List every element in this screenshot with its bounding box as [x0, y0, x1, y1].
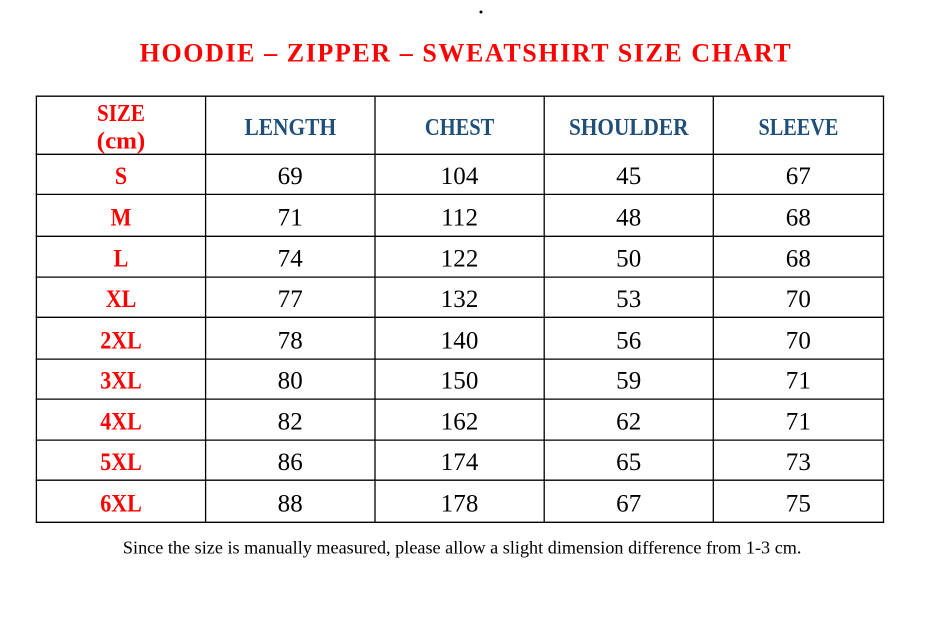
svg-text:71: 71 — [786, 408, 811, 435]
svg-text:67: 67 — [786, 163, 811, 190]
svg-text:CHEST: CHEST — [425, 114, 494, 141]
svg-text:70: 70 — [786, 328, 811, 355]
svg-text:50: 50 — [616, 246, 641, 273]
svg-text:69: 69 — [278, 163, 303, 190]
svg-text:59: 59 — [616, 368, 641, 395]
svg-text:SHOULDER: SHOULDER — [569, 114, 689, 140]
svg-text:56: 56 — [616, 328, 641, 355]
svg-text:70: 70 — [786, 286, 811, 313]
svg-text:2XL: 2XL — [100, 327, 142, 355]
svg-text:140: 140 — [441, 328, 479, 355]
svg-text:174: 174 — [441, 449, 479, 476]
svg-text:122: 122 — [441, 246, 479, 273]
svg-text:68: 68 — [786, 246, 811, 273]
svg-text:(cm): (cm) — [97, 128, 145, 155]
svg-text:73: 73 — [786, 449, 811, 476]
svg-text:71: 71 — [278, 204, 303, 231]
svg-text:45: 45 — [616, 163, 641, 190]
svg-text:5XL: 5XL — [100, 449, 142, 477]
svg-text:68: 68 — [786, 204, 811, 231]
svg-text:HOODIE – ZIPPER – SWEATSHIRT S: HOODIE – ZIPPER – SWEATSHIRT SIZE CHART — [140, 39, 793, 68]
svg-text:LENGTH: LENGTH — [244, 114, 336, 140]
svg-text:62: 62 — [616, 408, 641, 435]
svg-text:65: 65 — [616, 449, 641, 476]
svg-text:3XL: 3XL — [100, 367, 142, 395]
svg-text:SLEEVE: SLEEVE — [758, 113, 838, 140]
svg-text:6XL: 6XL — [100, 490, 142, 518]
svg-text:53: 53 — [616, 286, 641, 313]
svg-text:150: 150 — [441, 368, 479, 395]
svg-text:L: L — [114, 245, 129, 273]
svg-text:67: 67 — [616, 490, 641, 517]
svg-text:74: 74 — [278, 246, 304, 273]
svg-text:112: 112 — [441, 204, 478, 231]
svg-text:162: 162 — [441, 408, 479, 435]
svg-text:48: 48 — [616, 204, 641, 231]
svg-text:M: M — [111, 204, 132, 232]
svg-text:78: 78 — [278, 328, 303, 355]
svg-text:82: 82 — [278, 408, 303, 435]
svg-text:104: 104 — [441, 163, 479, 190]
svg-text:132: 132 — [441, 286, 479, 313]
svg-text:XL: XL — [106, 286, 137, 314]
svg-text:77: 77 — [278, 286, 303, 313]
svg-text:SIZE: SIZE — [97, 99, 145, 126]
svg-text:86: 86 — [278, 449, 303, 476]
svg-text:178: 178 — [441, 490, 479, 517]
svg-text:75: 75 — [786, 490, 811, 517]
svg-text:80: 80 — [278, 368, 303, 395]
svg-text:71: 71 — [786, 368, 811, 395]
svg-text:S: S — [115, 163, 127, 191]
svg-text:Since the size is manually mea: Since the size is manually measured, ple… — [123, 538, 802, 558]
svg-text:4XL: 4XL — [100, 408, 142, 436]
svg-text:88: 88 — [278, 490, 303, 517]
